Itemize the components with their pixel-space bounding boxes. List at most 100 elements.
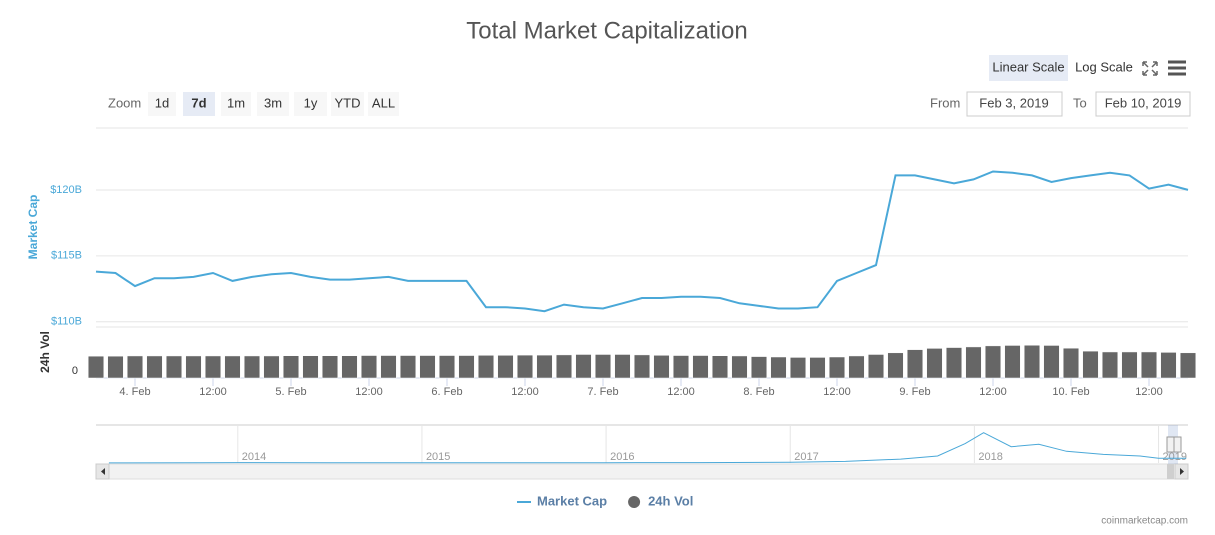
volume-bar [711, 355, 729, 379]
legend-label[interactable]: Market Cap [537, 493, 607, 508]
scale-button[interactable] [1071, 55, 1137, 81]
zoom-button[interactable] [368, 92, 399, 116]
volume-bar [984, 345, 1002, 379]
volume-bar [672, 355, 690, 379]
zoom-button-label: YTD [335, 95, 361, 110]
volume-bar [1179, 352, 1197, 379]
market-cap-line [95, 170, 1189, 313]
y-tick-label: $120B [50, 184, 82, 196]
scroll-left-arrow [101, 468, 105, 475]
volume-bar [380, 355, 397, 379]
to-input[interactable] [1095, 91, 1191, 117]
volume-bar [848, 355, 865, 379]
volume-bar [302, 355, 319, 379]
volume-bar [555, 354, 573, 379]
scroll-thumb[interactable] [1167, 464, 1174, 479]
volume-bar [809, 357, 826, 379]
navigator-tick-label: 2017 [794, 451, 818, 463]
volume-bar [536, 354, 553, 379]
volume-bar [575, 354, 592, 379]
volume-bar [516, 354, 534, 379]
scrollbar[interactable] [95, 463, 1189, 480]
volume-bar [926, 348, 943, 379]
volume-bar [614, 354, 631, 379]
credit: coinmarketcap.com [1101, 516, 1188, 527]
volume-bar [1121, 351, 1138, 379]
zoom-button-label: ALL [372, 95, 395, 110]
menu-button[interactable] [1168, 60, 1186, 76]
volume-bar [126, 355, 144, 379]
scale-button-label: Linear Scale [992, 59, 1064, 74]
volume-bar [282, 355, 300, 379]
volume-bar [458, 355, 475, 379]
volume-bar [497, 355, 514, 379]
volume-bar [633, 354, 651, 379]
volume-bar [1043, 345, 1060, 379]
legend-symbol[interactable] [628, 496, 641, 508]
volume-bar [165, 355, 183, 379]
zoom-button-label: 3m [264, 95, 282, 110]
navigator-tick-label: 2018 [978, 451, 1002, 463]
x-tick-label: 12:00 [355, 386, 383, 398]
legend-label[interactable]: 24h Vol [648, 493, 693, 508]
volume-bar [224, 355, 241, 379]
x-tick-label: 12:00 [979, 386, 1007, 398]
volume-bar [477, 355, 495, 379]
zoom-button[interactable] [294, 92, 327, 116]
zoom-button[interactable] [183, 92, 215, 116]
x-tick-label: 8. Feb [743, 386, 774, 398]
to-value: Feb 10, 2019 [1105, 95, 1182, 110]
volume-bar [692, 355, 709, 379]
x-tick-label: 12:00 [667, 386, 695, 398]
from-input[interactable] [966, 91, 1063, 117]
volume-bar [1160, 352, 1177, 379]
volume-bar [594, 354, 612, 379]
scale-button[interactable] [989, 55, 1068, 81]
navigator-tick-label: 2016 [610, 451, 634, 463]
zoom-button[interactable] [331, 92, 364, 116]
x-tick-label: 9. Feb [899, 386, 930, 398]
volume-bar [87, 355, 105, 379]
to-label: To [1073, 95, 1087, 110]
volume-bar [906, 349, 924, 379]
volume-bar [828, 356, 846, 379]
navigator-tick-label: 2019 [1163, 451, 1187, 463]
navigator-handle[interactable] [1173, 436, 1182, 453]
zoom-button-label: 1y [304, 95, 318, 110]
volume-bar [146, 355, 163, 379]
x-tick-label: 7. Feb [587, 386, 618, 398]
volume-bar [887, 352, 904, 379]
volume-bar [867, 354, 885, 379]
volume-bar [321, 355, 339, 379]
zoom-button[interactable] [257, 92, 289, 116]
chart-title: Total Market Capitalization [466, 17, 747, 44]
volume-bar [360, 355, 378, 379]
volume-bar [1062, 347, 1080, 379]
zoom-button-label: 1d [155, 95, 169, 110]
from-label: From [930, 95, 960, 110]
zoom-button[interactable] [148, 92, 176, 116]
volume-bar [750, 356, 768, 379]
x-tick-label: 6. Feb [431, 386, 462, 398]
volume-bar [1004, 345, 1021, 379]
zoom-button[interactable] [221, 92, 251, 116]
volume-bar [965, 346, 982, 379]
fullscreen-button[interactable] [1142, 61, 1158, 76]
volume-bar [1023, 344, 1041, 379]
navigator-handle[interactable] [1166, 436, 1175, 453]
y-tick-label: $110B [51, 316, 82, 328]
x-tick-label: 12:00 [511, 386, 539, 398]
volume-bar [263, 355, 280, 379]
volume-bar [243, 355, 261, 379]
scale-button-label: Log Scale [1075, 59, 1133, 74]
volume-bar [789, 357, 807, 379]
x-tick-label: 12:00 [199, 386, 227, 398]
volume-bar [731, 355, 748, 379]
from-value: Feb 3, 2019 [979, 95, 1048, 110]
navigator-line [108, 432, 1187, 464]
y2-axis-label: 24h Vol [38, 331, 52, 373]
volume-bar [107, 355, 124, 379]
